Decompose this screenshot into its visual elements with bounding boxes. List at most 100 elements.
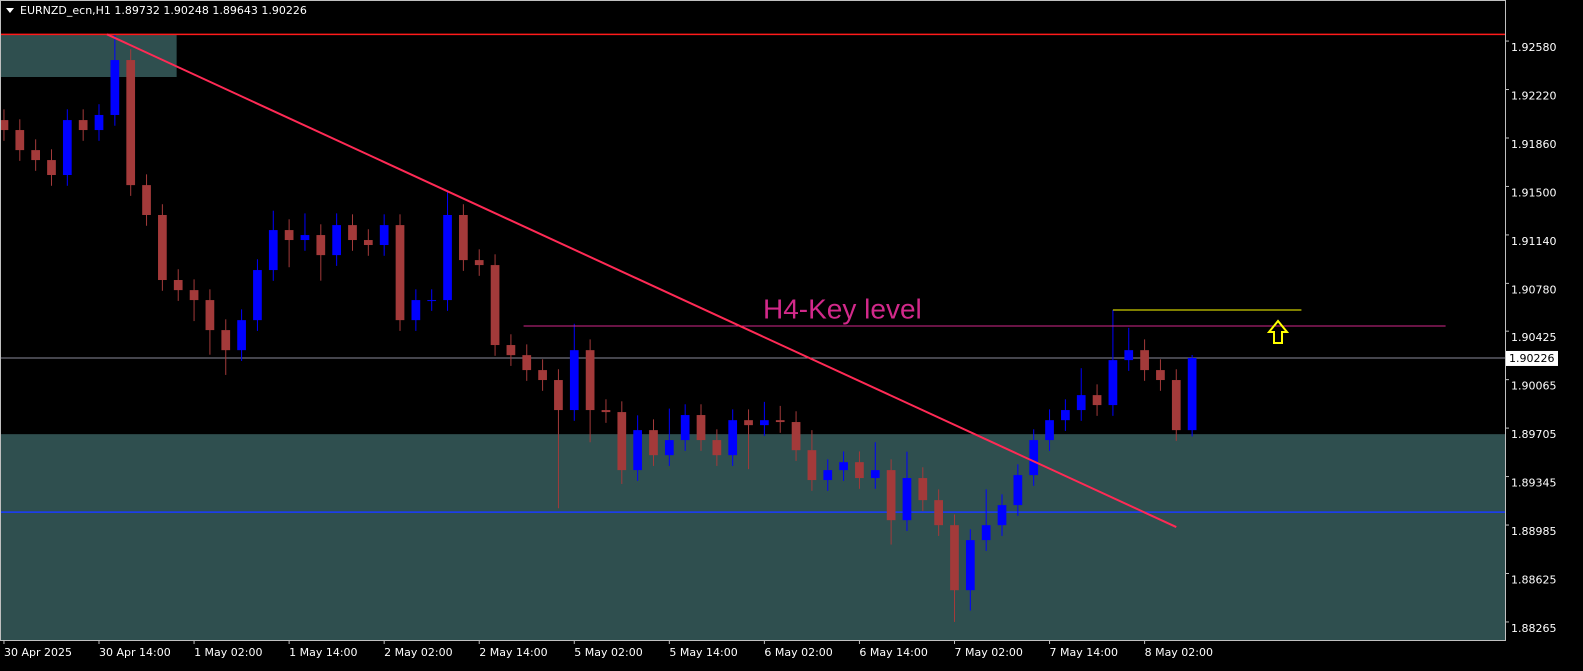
candle-body [47, 160, 56, 176]
candle-body [237, 320, 246, 351]
candle-body [807, 450, 817, 481]
candle-body [1108, 360, 1118, 406]
x-tick-label: 2 May 14:00 [479, 646, 547, 659]
candle-body [950, 525, 959, 591]
candle-body [0, 120, 9, 131]
x-tick-label: 6 May 14:00 [859, 646, 927, 659]
candle-body [1124, 350, 1134, 361]
current-price-box [1506, 350, 1558, 366]
y-tick-label: 1.92580 [1511, 41, 1557, 54]
candle-body [839, 462, 848, 471]
candle-body [744, 420, 753, 426]
candle-body [1029, 440, 1039, 476]
x-tick-label: 7 May 14:00 [1050, 646, 1118, 659]
candle-body [158, 214, 167, 281]
y-tick-label: 1.89705 [1511, 428, 1557, 441]
candle-body [284, 230, 294, 241]
candle-body [855, 462, 864, 479]
zone [0, 34, 177, 78]
candle-body [918, 478, 928, 501]
candle-body [902, 478, 912, 521]
candle-body [633, 430, 643, 471]
candle-body [1156, 370, 1165, 381]
candle-body [997, 505, 1007, 526]
candle-body [554, 380, 563, 411]
candle-body [696, 415, 706, 441]
candle-body [1076, 395, 1086, 411]
candle-body [934, 500, 944, 526]
key-level-label: H4-Key level [763, 293, 922, 324]
current-price-label: 1.90226 [1509, 352, 1555, 365]
candle-body [981, 525, 991, 541]
candle-body [189, 290, 199, 301]
candle-body [110, 60, 120, 115]
candle-body [379, 225, 389, 246]
candle-body [221, 330, 231, 351]
candle-body [585, 350, 595, 411]
y-tick-label: 1.91140 [1511, 235, 1557, 248]
x-tick-label: 1 May 02:00 [194, 646, 262, 659]
candle-body [569, 350, 579, 411]
candle-body [775, 420, 785, 423]
x-tick-label: 2 May 02:00 [384, 646, 452, 659]
candle-body [253, 270, 262, 321]
candle-body [870, 470, 880, 479]
x-tick-label: 30 Apr 2025 [4, 646, 72, 659]
candle-body [142, 185, 151, 215]
y-tick-label: 1.89345 [1511, 477, 1557, 490]
candle-body [886, 470, 896, 521]
candle-body [823, 470, 833, 481]
candle-body [538, 370, 547, 381]
chart-title: EURNZD_ecn,H1 1.89732 1.90248 1.89643 1.… [20, 4, 307, 17]
candle-body [15, 130, 25, 151]
candle-body [728, 420, 738, 456]
menu-triangle[interactable] [6, 8, 14, 13]
candle-body [760, 420, 769, 426]
candle-body [522, 355, 532, 371]
candle-body [617, 412, 627, 471]
up-arrow [1266, 319, 1290, 344]
candle-body [427, 300, 437, 302]
candle-body [205, 300, 215, 331]
candle-body [126, 60, 136, 186]
candle-body [348, 225, 357, 241]
candle-body [791, 422, 801, 451]
x-tick-label: 7 May 02:00 [954, 646, 1022, 659]
candle-body [1187, 357, 1197, 431]
candle-body [316, 235, 326, 256]
x-tick-label: 6 May 02:00 [764, 646, 832, 659]
y-tick-label: 1.90425 [1511, 331, 1557, 344]
y-tick-label: 1.88985 [1511, 525, 1557, 538]
x-tick-label: 5 May 14:00 [669, 646, 737, 659]
trendline [106, 33, 1177, 528]
candle-body [506, 345, 516, 356]
candle-body [680, 415, 690, 441]
x-tick-label: 8 May 02:00 [1145, 646, 1213, 659]
candle-body [94, 114, 104, 131]
zone [0, 434, 1505, 640]
candle-body [601, 410, 611, 413]
candle-body [173, 280, 183, 291]
candle-body [300, 235, 310, 241]
y-tick-label: 1.88265 [1511, 622, 1557, 635]
y-tick-label: 1.90780 [1511, 283, 1557, 296]
plot-border [0, 0, 1506, 641]
candle-body [363, 240, 373, 246]
candle-body [1171, 380, 1181, 431]
candle-body [443, 214, 452, 301]
candle-body [78, 120, 88, 131]
plot-area: H4-Key level [0, 33, 1505, 640]
candle-body [664, 440, 674, 456]
y-tick-label: 1.90065 [1511, 380, 1557, 393]
candle-body [268, 230, 278, 271]
candle-body [1140, 350, 1149, 371]
candle-body [490, 265, 500, 346]
y-tick-label: 1.88625 [1511, 573, 1557, 586]
x-tick-label: 30 Apr 14:00 [99, 646, 171, 659]
y-tick-label: 1.91860 [1511, 138, 1557, 151]
candle-body [31, 150, 41, 161]
candle-body [1013, 475, 1023, 506]
candle-body [965, 540, 975, 591]
candle-body [474, 260, 484, 266]
